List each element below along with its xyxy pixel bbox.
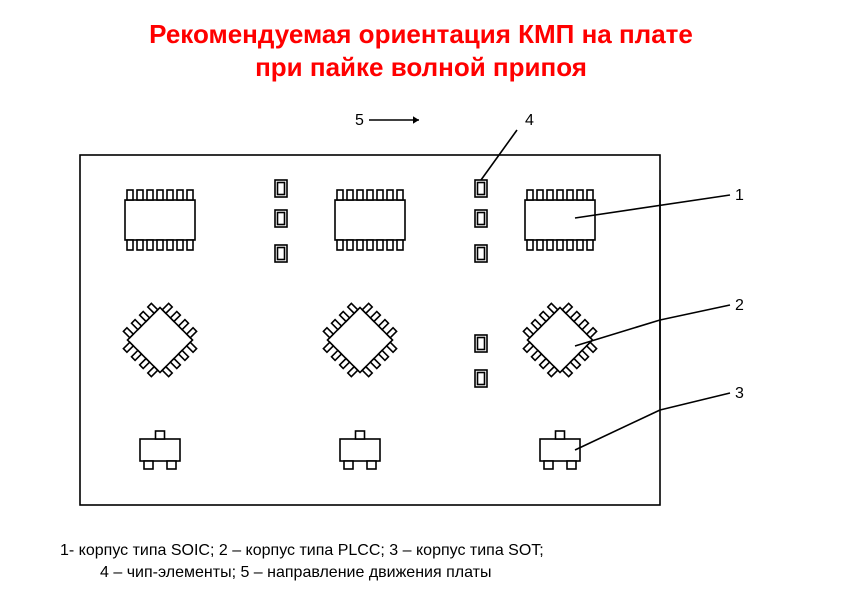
pcb-diagram: 5 4 1 2 3: [35, 110, 805, 540]
svg-text:2: 2: [735, 297, 744, 314]
svg-text:1: 1: [735, 187, 744, 204]
legend-line1: 1- корпус типа SOIC; 2 – корпус типа PLC…: [60, 540, 544, 562]
diagram-container: 5 4 1 2 3: [35, 110, 805, 540]
svg-text:4: 4: [525, 112, 534, 129]
title-line2: при пайке волной припоя: [0, 51, 842, 84]
svg-text:3: 3: [735, 385, 744, 402]
page-title: Рекомендуемая ориентация КМП на плате пр…: [0, 0, 842, 83]
title-line1: Рекомендуемая ориентация КМП на плате: [0, 18, 842, 51]
legend: 1- корпус типа SOIC; 2 – корпус типа PLC…: [60, 540, 544, 583]
legend-line2: 4 – чип-элементы; 5 – направление движен…: [60, 562, 544, 584]
svg-text:5: 5: [355, 112, 364, 129]
